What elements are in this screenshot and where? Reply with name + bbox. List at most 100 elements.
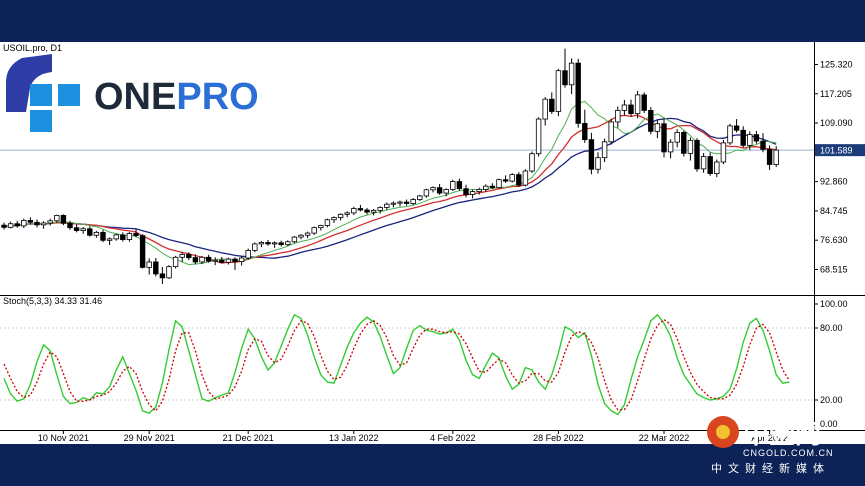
- candle-body: [278, 242, 284, 246]
- candle-body: [139, 235, 146, 268]
- date-label: 10 Nov 2021: [38, 433, 89, 443]
- candle-body: [529, 153, 535, 172]
- symbol-label: USOIL.pro, D1: [3, 43, 63, 53]
- candle-body: [252, 243, 258, 251]
- candle-body: [694, 139, 700, 170]
- candle-body: [403, 201, 410, 204]
- candle-body: [727, 125, 733, 144]
- candle-body: [707, 156, 713, 174]
- candle-body: [384, 203, 390, 208]
- candle-body: [179, 253, 185, 258]
- candle-body: [166, 266, 172, 279]
- price-tick-label: 117.205: [820, 89, 852, 99]
- candle-body: [443, 189, 449, 194]
- candle-body: [397, 201, 403, 204]
- candle-body: [7, 223, 14, 228]
- candle-body: [225, 258, 232, 263]
- candle-body: [740, 129, 746, 146]
- price-tick-label: 68.515: [820, 264, 848, 274]
- candle-body: [219, 259, 225, 263]
- candle-body: [648, 110, 654, 132]
- candle-body: [476, 189, 482, 192]
- candle-body: [311, 227, 317, 234]
- ma-mid-line: [3, 114, 777, 264]
- candle-body: [370, 209, 377, 213]
- candle-body: [760, 140, 766, 150]
- candle-body: [753, 134, 760, 142]
- candle-body: [265, 242, 271, 245]
- candle-body: [337, 213, 344, 218]
- candle-body: [621, 104, 628, 111]
- onepro-logo: ONEPRO: [4, 52, 264, 132]
- candle-body: [73, 227, 80, 231]
- candle-body: [634, 94, 641, 115]
- candle-body: [390, 202, 397, 205]
- cngold-title: 中金网: [743, 420, 822, 450]
- candle-body: [238, 257, 245, 263]
- candle-body: [159, 273, 166, 279]
- candle-body: [331, 217, 337, 221]
- price-tick-label: 109.090: [820, 118, 853, 128]
- candle-body: [357, 208, 364, 211]
- candle-body: [344, 212, 350, 215]
- stoch-label: Stoch(5,3,3) 34.33 31.46: [3, 296, 103, 306]
- candle-body: [469, 191, 476, 195]
- candle-body: [80, 228, 86, 231]
- candle-body: [21, 220, 27, 227]
- candle-body: [535, 118, 542, 155]
- candle-body: [423, 189, 430, 197]
- candle-body: [291, 236, 298, 243]
- candle-body: [212, 259, 218, 262]
- candle-body: [582, 122, 588, 141]
- stoch-tick-label: 80.00: [820, 323, 843, 333]
- candle-body: [47, 220, 53, 224]
- candle-body: [522, 170, 529, 186]
- date-label: 29 Nov 2021: [124, 433, 175, 443]
- candle-body: [700, 156, 707, 170]
- candle-body: [67, 222, 73, 229]
- candle-body: [153, 261, 159, 275]
- cngold-logo-icon: [707, 416, 739, 448]
- price-tick-label: 125.320: [820, 59, 853, 69]
- candle-body: [747, 134, 753, 146]
- candle-body: [595, 157, 601, 170]
- date-label: Apr 2022: [751, 433, 788, 443]
- candle-body: [133, 233, 139, 237]
- onepro-logo-mark-icon: [6, 54, 80, 132]
- candle-body: [1, 224, 7, 228]
- candle-body: [502, 179, 509, 182]
- candle-body: [113, 234, 119, 240]
- candle-body: [410, 199, 416, 204]
- current-price-badge: [815, 144, 865, 157]
- candle-body: [54, 215, 60, 222]
- candle-body: [285, 241, 291, 246]
- stoch-tick-label: 20.00: [820, 395, 843, 405]
- candle-body: [258, 242, 265, 245]
- candle-body: [245, 250, 251, 259]
- candle-body: [720, 142, 727, 163]
- candle-body: [430, 187, 436, 191]
- onepro-logo-text: ONEPRO: [94, 76, 259, 118]
- stoch-tick-label: 0.00: [820, 419, 838, 429]
- candle-body: [562, 70, 568, 86]
- candle-body: [496, 179, 502, 189]
- candle-body: [687, 139, 694, 154]
- cngold-site: CNGOLD.COM.CN: [743, 448, 834, 458]
- candle-body: [172, 256, 179, 268]
- candle-body: [304, 232, 311, 236]
- candle-body: [588, 139, 595, 170]
- ma-slow-line: [3, 117, 777, 259]
- candle-body: [14, 223, 20, 227]
- candle-body: [766, 148, 773, 165]
- candle-body: [93, 231, 100, 236]
- candle-body: [450, 181, 456, 190]
- candle-body: [568, 62, 575, 86]
- candle-body: [681, 132, 687, 154]
- candle-body: [377, 207, 383, 211]
- candle-body: [324, 219, 331, 226]
- candle-body: [773, 149, 779, 165]
- candle-body: [733, 125, 740, 131]
- candle-body: [120, 234, 126, 240]
- date-label: 28 Feb 2022: [533, 433, 584, 443]
- candle-body: [60, 215, 67, 224]
